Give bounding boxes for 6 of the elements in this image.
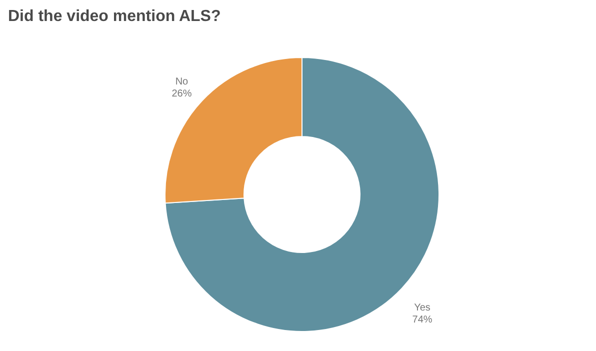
data-label: 74% bbox=[412, 314, 432, 326]
donut-slice bbox=[164, 57, 440, 332]
data-label: 26% bbox=[172, 88, 192, 100]
slice-label: Yes bbox=[414, 302, 430, 314]
chart-title: Did the video mention ALS? bbox=[8, 8, 221, 25]
slice-label: No bbox=[175, 76, 189, 88]
